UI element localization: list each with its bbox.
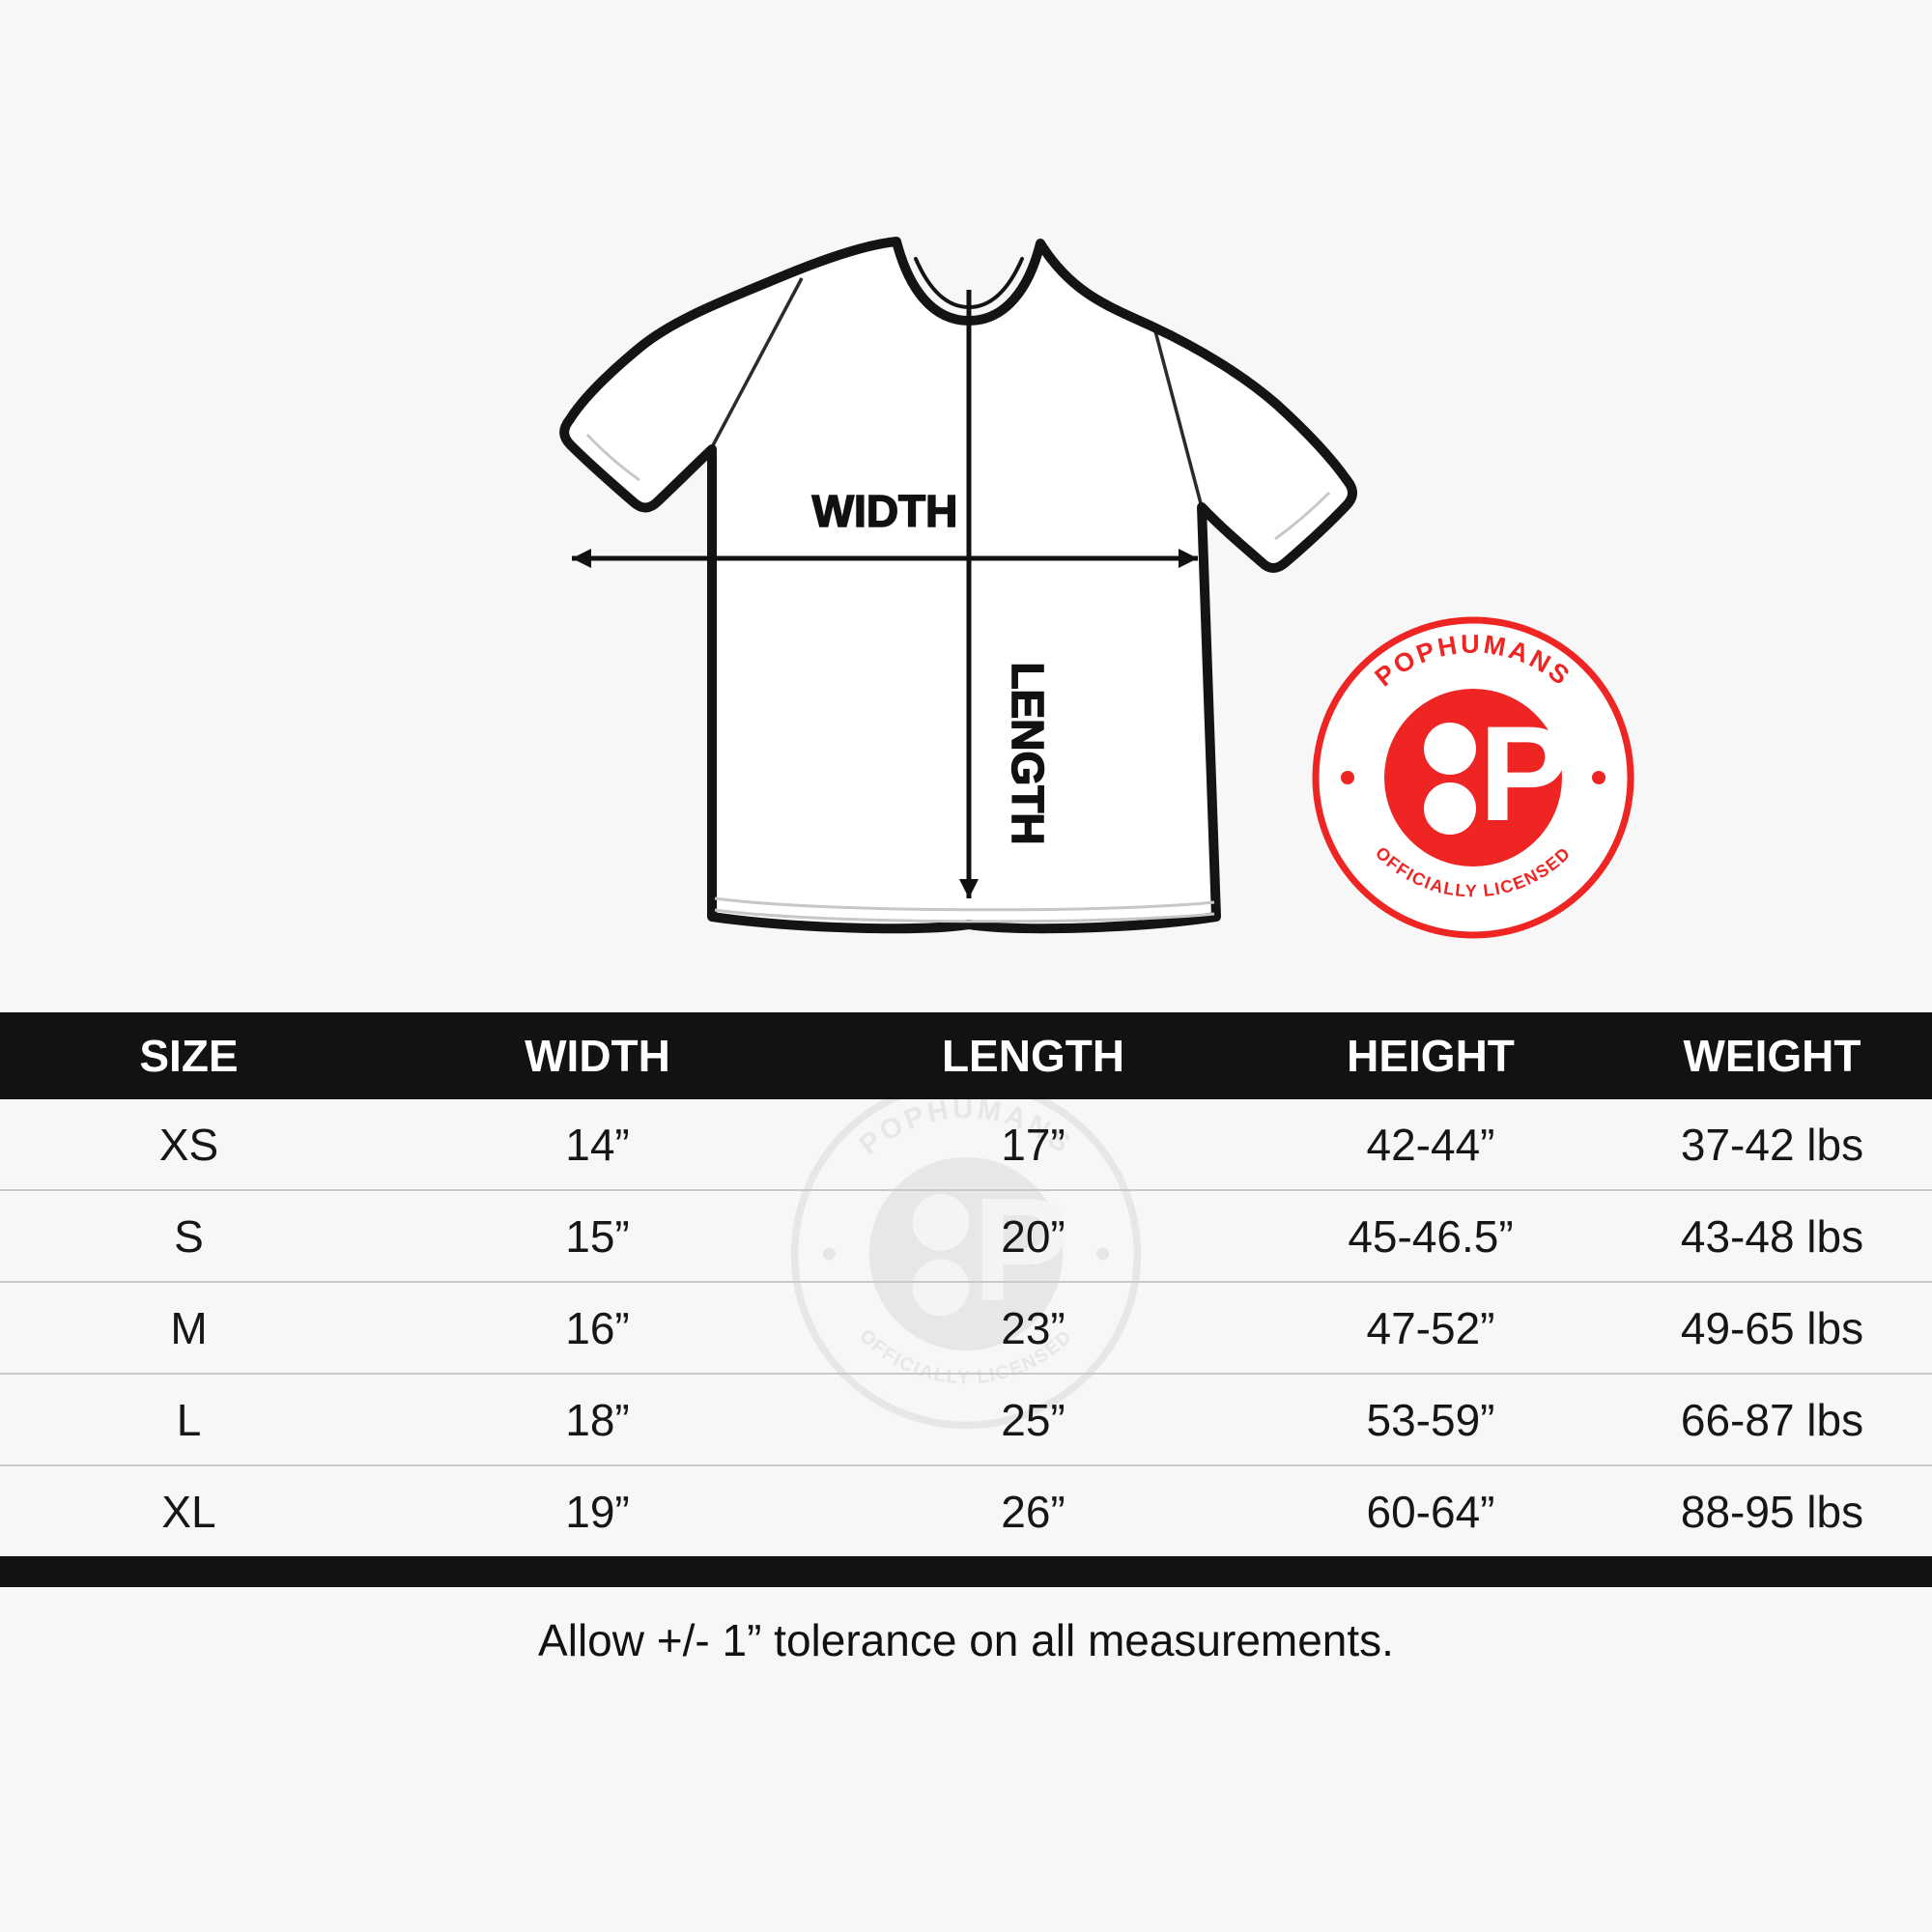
svg-text:LENGTH: LENGTH (1003, 662, 1053, 844)
svg-text:P: P (1479, 697, 1569, 849)
svg-text:WIDTH: WIDTH (812, 486, 958, 536)
